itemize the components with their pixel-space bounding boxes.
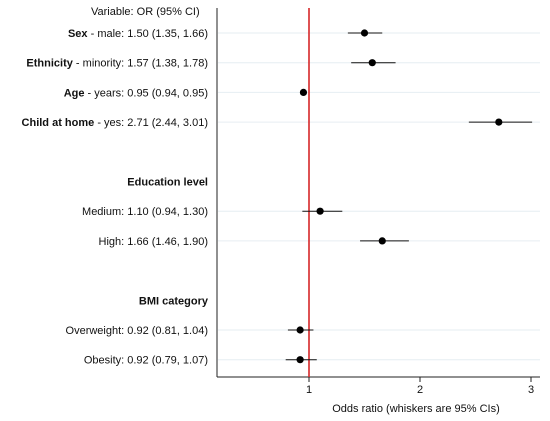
odds-ratio-point: [360, 29, 369, 37]
row-label: High: 1.66 (1.46, 1.90): [99, 236, 208, 248]
row-label-variable: Sex: [68, 28, 88, 40]
row-label-estimate: - minority: 1.57 (1.38, 1.78): [73, 58, 208, 70]
row-label: Child at home - yes: 2.71 (2.44, 3.01): [22, 117, 208, 129]
row-label-estimate: Overweight: 0.92 (0.81, 1.04): [66, 325, 208, 337]
row-label-variable: Age: [64, 87, 85, 99]
row-label-estimate: - yes: 2.71 (2.44, 3.01): [94, 117, 208, 129]
row-label-variable: Ethnicity: [26, 58, 73, 70]
plot-area: 1 2 3 Sex - male: 1.50 (1.35, 1.66) Ethnicit…: [22, 8, 540, 396]
row-label: Ethnicity - minority: 1.57 (1.38, 1.78): [26, 58, 208, 70]
x-tick-label: 3: [528, 384, 534, 396]
column-header: Variable: OR (95% CI): [91, 6, 200, 18]
x-tick-label: 2: [417, 384, 423, 396]
row-label: Obesity: 0.92 (0.79, 1.07): [84, 355, 208, 367]
group-heading: Education level: [127, 177, 208, 189]
x-tick-label: 1: [306, 384, 312, 396]
row-label: Sex - male: 1.50 (1.35, 1.66): [68, 28, 208, 40]
odds-ratio-point: [378, 237, 386, 245]
row-label-estimate: - years: 0.95 (0.94, 0.95): [84, 87, 208, 99]
row-label-variable: Education level: [127, 177, 208, 189]
odds-ratio-point: [316, 207, 324, 215]
row-label: Medium: 1.10 (0.94, 1.30): [82, 206, 208, 218]
odds-ratio-point: [299, 88, 308, 96]
row-label: Age - years: 0.95 (0.94, 0.95): [64, 87, 208, 99]
odds-ratio-point: [368, 59, 376, 67]
row-label-variable: Child at home: [22, 117, 95, 129]
row-label: Overweight: 0.92 (0.81, 1.04): [66, 325, 208, 337]
row-label-estimate: High: 1.66 (1.46, 1.90): [99, 236, 208, 248]
row-label-estimate: Obesity: 0.92 (0.79, 1.07): [84, 355, 208, 367]
odds-ratio-point: [296, 326, 304, 334]
group-heading: BMI category: [139, 295, 209, 307]
x-axis-label: Odds ratio (whiskers are 95% CIs): [332, 403, 500, 415]
row-label-estimate: Medium: 1.10 (0.94, 1.30): [82, 206, 208, 218]
row-label-estimate: - male: 1.50 (1.35, 1.66): [88, 28, 208, 40]
odds-ratio-point: [495, 118, 503, 126]
odds-ratio-point: [296, 356, 304, 364]
row-label-variable: BMI category: [139, 295, 209, 307]
